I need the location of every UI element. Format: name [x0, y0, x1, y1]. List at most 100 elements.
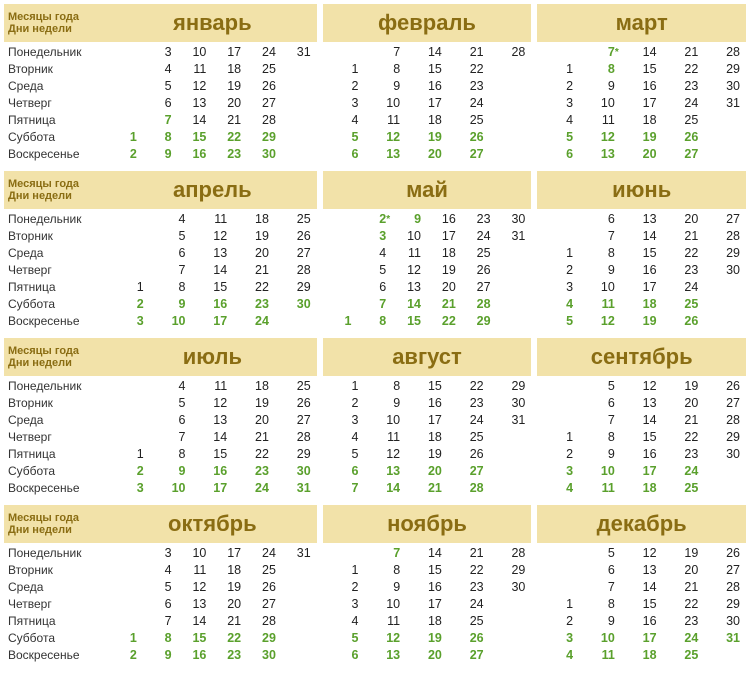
date-cell: 3	[357, 228, 392, 245]
date-cell: 14	[621, 228, 663, 245]
date-cell	[490, 480, 532, 497]
date-cell: 3	[143, 545, 178, 562]
date-cell: 8	[579, 429, 621, 446]
date-cell	[282, 613, 317, 630]
date-cell: 4	[143, 562, 178, 579]
date-cell: 26	[704, 378, 746, 395]
date-cell: 30	[275, 296, 317, 313]
date-cell: 18	[233, 211, 275, 228]
date-cell: 16	[621, 78, 663, 95]
month-header: июнь	[537, 171, 746, 209]
date-cell: 9	[150, 463, 192, 480]
week-column: 14151617181920	[406, 44, 448, 163]
month-март: март123456789101112131415161718192021222…	[537, 4, 746, 163]
date-cell: 21	[233, 262, 275, 279]
date-cell: 27	[247, 95, 282, 112]
calendar-quarter: Месяцы годаДни неделиПонедельникВторникС…	[4, 4, 746, 163]
date-cell: 10	[364, 412, 406, 429]
week-column: 18192021222324	[233, 378, 275, 497]
date-cell: 4	[150, 211, 192, 228]
date-cell: 31	[704, 630, 746, 647]
date-cell: 26	[704, 545, 746, 562]
date-cell: 11	[178, 562, 213, 579]
date-cell	[497, 313, 532, 330]
date-cell: 20	[621, 146, 663, 163]
week-column: 567891011	[579, 545, 621, 664]
date-cell: 13	[579, 146, 621, 163]
date-cell: 29	[490, 562, 532, 579]
header-line-months: Месяцы года	[8, 178, 108, 190]
date-cell: 6	[579, 395, 621, 412]
date-cell: 28	[704, 44, 746, 61]
date-cell: 2	[108, 296, 150, 313]
date-cell: 6	[143, 95, 178, 112]
month-header: февраль	[323, 4, 532, 42]
day-label: Пятница	[8, 279, 108, 296]
week-column: 891011121314	[364, 378, 406, 497]
date-cell: 26	[247, 579, 282, 596]
month-январь: январь1234567891011121314151617181920212…	[108, 4, 317, 163]
date-cell: 30	[704, 262, 746, 279]
date-cell: 24	[663, 630, 705, 647]
date-cell: 28	[490, 545, 532, 562]
date-cell: 20	[233, 245, 275, 262]
date-cell: 2	[323, 579, 365, 596]
date-cell: 3	[108, 480, 150, 497]
day-labels-list: ПонедельникВторникСредаЧетвергПятницаСуб…	[4, 209, 108, 330]
date-cell: 2	[323, 395, 365, 412]
month-header: май	[323, 171, 532, 209]
week-column: 11121314151617	[191, 211, 233, 330]
date-cell	[282, 61, 317, 78]
date-cell: 20	[212, 596, 247, 613]
date-cell: 2	[357, 211, 392, 228]
date-cell: 6	[537, 146, 579, 163]
date-cell: 1	[323, 562, 365, 579]
date-cell: 29	[704, 429, 746, 446]
day-labels-header: Месяцы годаДни недели	[4, 171, 108, 209]
date-cell	[108, 429, 150, 446]
date-cell: 3	[108, 313, 150, 330]
date-cell: 4	[150, 378, 192, 395]
date-cell: 11	[364, 112, 406, 129]
date-cell: 14	[406, 545, 448, 562]
date-cell: 29	[462, 313, 497, 330]
calendar-year: Месяцы годаДни неделиПонедельникВторникС…	[4, 4, 746, 664]
day-label: Вторник	[8, 61, 108, 78]
week-column: 3456789	[143, 44, 178, 163]
date-cell	[323, 279, 358, 296]
date-cell: 9	[364, 78, 406, 95]
date-cell: 29	[704, 245, 746, 262]
date-cell: 14	[191, 429, 233, 446]
date-cell: 13	[621, 395, 663, 412]
day-label: Суббота	[8, 630, 108, 647]
date-cell	[537, 412, 579, 429]
date-cell: 24	[448, 412, 490, 429]
date-cell: 27	[663, 146, 705, 163]
date-cell: 21	[233, 429, 275, 446]
date-cell: 27	[275, 245, 317, 262]
week-column: 45678910	[150, 211, 192, 330]
date-cell: 18	[621, 296, 663, 313]
date-cell: 21	[212, 613, 247, 630]
date-cell	[275, 313, 317, 330]
day-label: Воскресенье	[8, 313, 108, 330]
month-август: август1234567891011121314151617181920212…	[323, 338, 532, 497]
date-cell: 29	[490, 378, 532, 395]
date-cell: 27	[704, 562, 746, 579]
month-header: сентябрь	[537, 338, 746, 376]
date-cell: 18	[406, 112, 448, 129]
date-cell: 22	[233, 279, 275, 296]
date-cell: 7	[323, 480, 365, 497]
header-line-days: Дни недели	[8, 190, 108, 202]
week-column: 123456	[323, 545, 365, 664]
date-cell: 10	[579, 630, 621, 647]
date-cell	[108, 262, 150, 279]
header-line-days: Дни недели	[8, 23, 108, 35]
date-cell	[704, 463, 746, 480]
date-cell: 19	[621, 129, 663, 146]
date-cell: 24	[448, 596, 490, 613]
day-labels-header: Месяцы годаДни недели	[4, 4, 108, 42]
date-cell: 26	[663, 129, 705, 146]
date-cell: 24	[233, 313, 275, 330]
day-label: Понедельник	[8, 44, 108, 61]
